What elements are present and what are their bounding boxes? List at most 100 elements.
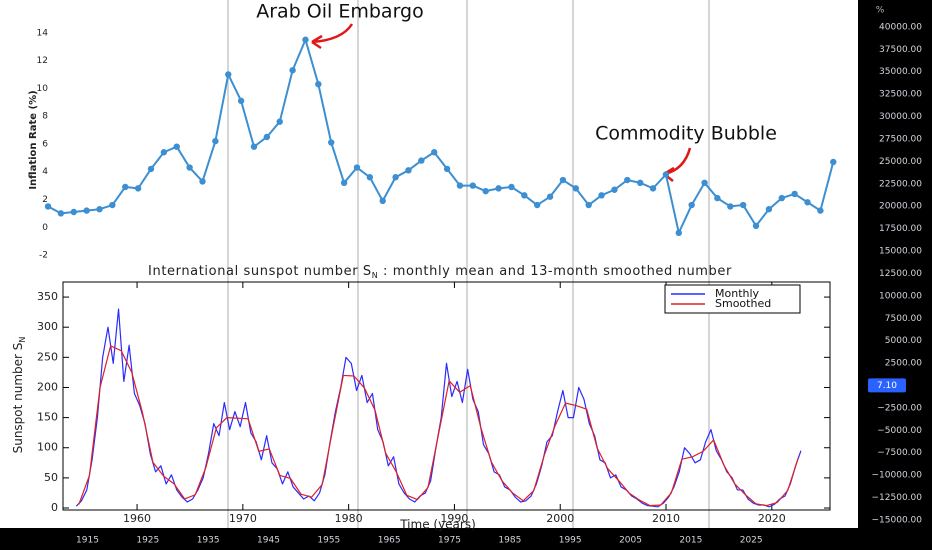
x-tick-label: 1970 bbox=[229, 512, 257, 525]
time-axis-label: 1935 bbox=[197, 536, 220, 546]
y-tick-label: 350 bbox=[37, 290, 58, 303]
data-point bbox=[636, 179, 644, 187]
y-tick-label: 100 bbox=[37, 441, 58, 454]
price-axis-label: 15000.00 bbox=[879, 247, 922, 257]
y-tick-label: 12 bbox=[37, 56, 48, 66]
y-tick-label: 150 bbox=[37, 411, 58, 424]
last-value-marker bbox=[868, 378, 906, 393]
x-tick-label: 2020 bbox=[758, 512, 786, 525]
data-point bbox=[830, 158, 837, 166]
data-point bbox=[96, 206, 103, 213]
data-point bbox=[714, 194, 721, 202]
data-point bbox=[469, 182, 477, 189]
price-axis-panel bbox=[858, 0, 932, 550]
time-axis-label: 1955 bbox=[317, 536, 340, 546]
data-point bbox=[212, 137, 219, 145]
data-point bbox=[443, 165, 451, 173]
data-point bbox=[392, 174, 399, 181]
data-point bbox=[302, 36, 309, 43]
price-axis-label: 40000.00 bbox=[879, 22, 922, 32]
time-axis-label: 2015 bbox=[679, 536, 702, 546]
data-point bbox=[225, 71, 232, 78]
price-axis-label: 17500.00 bbox=[879, 224, 922, 234]
price-axis-label: 30000.00 bbox=[879, 112, 922, 122]
price-axis-label: 12500.00 bbox=[879, 269, 922, 279]
price-axis-label: 10000.00 bbox=[879, 291, 922, 301]
data-point bbox=[134, 185, 142, 192]
price-unit: % bbox=[876, 6, 885, 16]
price-axis-label: 20000.00 bbox=[879, 202, 922, 212]
time-axis-label: 1975 bbox=[438, 536, 461, 546]
title-subscript: N bbox=[372, 271, 379, 280]
y-axis-label: Inflation Rate (%) bbox=[28, 90, 39, 189]
annotation: Arab Oil Embargo bbox=[256, 1, 423, 23]
price-axis-label: −7500.00 bbox=[877, 448, 922, 458]
data-point bbox=[817, 207, 824, 214]
price-axis-label: −12500.00 bbox=[872, 493, 923, 503]
data-point bbox=[418, 157, 425, 164]
series-line bbox=[78, 345, 799, 507]
time-axis-label: 2025 bbox=[740, 536, 763, 546]
separator-lines bbox=[227, 0, 710, 528]
x-tick-label: 1980 bbox=[335, 512, 363, 525]
y-tick-label: 250 bbox=[37, 350, 58, 363]
data-point bbox=[739, 201, 747, 209]
legend-label: Monthly bbox=[715, 287, 760, 300]
data-point bbox=[546, 193, 554, 200]
price-axis-label: 32500.00 bbox=[879, 90, 922, 100]
price-axis-label: 2500.00 bbox=[885, 359, 922, 369]
data-point bbox=[315, 80, 322, 88]
y-tick-label: -2 bbox=[39, 251, 48, 261]
data-point bbox=[199, 178, 206, 185]
time-axis-label: 1945 bbox=[257, 536, 280, 546]
data-point bbox=[109, 201, 116, 209]
data-point bbox=[70, 208, 77, 216]
data-point bbox=[804, 199, 811, 206]
y-tick-label: 200 bbox=[37, 380, 58, 393]
legend-box bbox=[664, 284, 801, 314]
plot-frame bbox=[62, 281, 831, 511]
data-point bbox=[160, 149, 168, 156]
y-tick-label: 0 bbox=[51, 501, 58, 514]
time-axis-panel bbox=[0, 528, 932, 550]
data-point bbox=[624, 176, 631, 184]
data-point bbox=[186, 164, 193, 171]
title-part: International sunspot number S bbox=[148, 264, 372, 279]
data-point bbox=[289, 67, 296, 74]
data-point bbox=[495, 185, 502, 192]
time-axis-label: 1965 bbox=[378, 536, 401, 546]
data-point bbox=[379, 197, 386, 205]
data-point bbox=[353, 164, 361, 171]
y-tick-label: 10 bbox=[37, 84, 49, 94]
x-axis-label: Time (years) bbox=[399, 518, 476, 532]
time-axis-label: 1995 bbox=[559, 536, 582, 546]
series-line bbox=[47, 38, 835, 234]
x-tick-label: 1960 bbox=[123, 512, 151, 525]
data-point bbox=[585, 201, 592, 209]
data-point bbox=[701, 179, 708, 187]
data-point bbox=[366, 174, 374, 181]
price-axis-label: 5000.00 bbox=[885, 336, 922, 346]
data-point bbox=[44, 203, 52, 210]
price-axis-label: −10000.00 bbox=[872, 471, 923, 481]
y-tick-label: 300 bbox=[37, 320, 58, 333]
y-tick-label: 2 bbox=[42, 195, 48, 205]
data-point bbox=[559, 176, 567, 184]
data-point bbox=[250, 143, 258, 150]
price-axis-label: 27500.00 bbox=[879, 134, 922, 144]
data-point bbox=[340, 179, 348, 187]
data-point bbox=[328, 139, 335, 146]
data-point bbox=[649, 185, 657, 192]
legend-label: Smoothed bbox=[715, 297, 771, 310]
data-point bbox=[263, 133, 271, 141]
price-axis-label: 7500.00 bbox=[885, 314, 922, 324]
y-label-subscript: N bbox=[18, 337, 27, 343]
price-axis-label: 35000.00 bbox=[879, 67, 922, 77]
data-point bbox=[662, 171, 670, 178]
data-point bbox=[572, 185, 580, 192]
price-axis-label: −15000.00 bbox=[872, 515, 923, 525]
data-point bbox=[405, 167, 412, 174]
annotation: Commodity Bubble bbox=[595, 123, 777, 145]
title-part: : monthly mean and 13-month smoothed num… bbox=[378, 264, 732, 279]
